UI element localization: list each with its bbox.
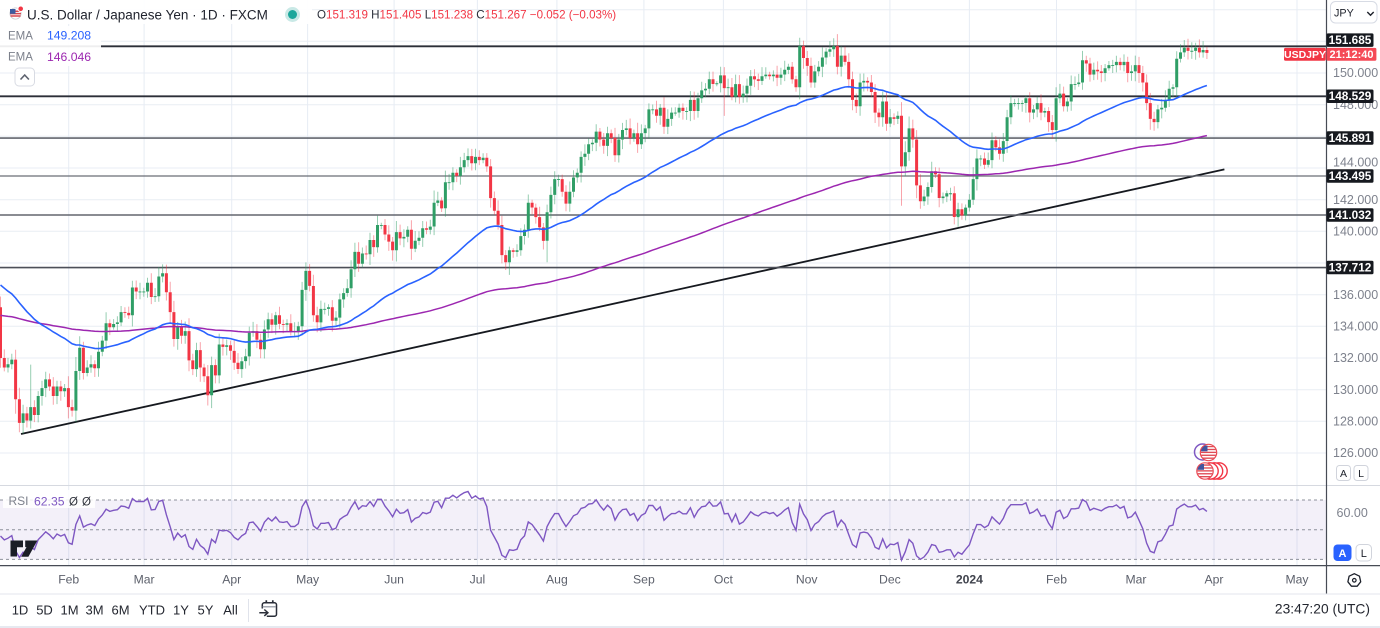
svg-text:149.208: 149.208 — [47, 29, 91, 43]
svg-text:RSI: RSI — [9, 494, 29, 508]
svg-text:JPY: JPY — [1334, 7, 1354, 19]
svg-text:60.00: 60.00 — [1337, 506, 1368, 520]
svg-text:A: A — [1340, 468, 1347, 480]
svg-text:Ø: Ø — [82, 496, 91, 508]
svg-text:U.S. Dollar / Japanese Yen · 1: U.S. Dollar / Japanese Yen · 1D · FXCM — [27, 7, 268, 22]
svg-text:144.000: 144.000 — [1333, 156, 1378, 170]
svg-text:EMA: EMA — [8, 30, 33, 42]
svg-text:132.000: 132.000 — [1333, 351, 1378, 365]
svg-text:Dec: Dec — [879, 573, 901, 587]
svg-text:Ø: Ø — [69, 496, 78, 508]
svg-text:136.000: 136.000 — [1333, 288, 1378, 302]
svg-text:EMA: EMA — [8, 52, 33, 64]
svg-text:126.000: 126.000 — [1333, 446, 1378, 460]
svg-text:5D: 5D — [36, 603, 53, 618]
svg-text:O151.319 H151.405 L151.238 C15: O151.319 H151.405 L151.238 C151.267 −0.0… — [317, 8, 616, 21]
svg-text:A: A — [1339, 548, 1347, 560]
svg-text:YTD: YTD — [139, 603, 165, 618]
svg-text:62.35: 62.35 — [34, 494, 65, 508]
svg-text:3M: 3M — [85, 603, 103, 618]
svg-text:128.000: 128.000 — [1333, 415, 1378, 429]
svg-text:Jul: Jul — [470, 573, 486, 587]
svg-text:1M: 1M — [60, 603, 78, 618]
svg-text:23:47:20 (UTC): 23:47:20 (UTC) — [1275, 602, 1370, 617]
svg-text:140.000: 140.000 — [1333, 225, 1378, 239]
svg-text:L: L — [1361, 548, 1367, 560]
svg-text:5Y: 5Y — [198, 603, 214, 618]
svg-text:145.891: 145.891 — [1329, 131, 1372, 145]
svg-text:Sep: Sep — [633, 573, 655, 587]
svg-text:Oct: Oct — [714, 573, 734, 587]
svg-text:Feb: Feb — [58, 573, 79, 587]
svg-text:Apr: Apr — [1205, 573, 1224, 587]
svg-text:146.046: 146.046 — [47, 50, 91, 64]
svg-text:1D: 1D — [12, 603, 29, 618]
svg-text:Jun: Jun — [384, 573, 404, 587]
svg-text:130.000: 130.000 — [1333, 383, 1378, 397]
svg-text:2024: 2024 — [956, 573, 983, 587]
svg-text:151.685: 151.685 — [1329, 33, 1372, 47]
svg-text:All: All — [223, 603, 238, 618]
svg-text:134.000: 134.000 — [1333, 320, 1378, 334]
svg-text:141.032: 141.032 — [1329, 208, 1372, 222]
svg-text:Feb: Feb — [1046, 573, 1067, 587]
svg-text:Nov: Nov — [796, 573, 819, 587]
svg-text:142.000: 142.000 — [1333, 193, 1378, 207]
svg-text:148.529: 148.529 — [1329, 89, 1372, 103]
svg-text:1Y: 1Y — [173, 603, 189, 618]
svg-text:21:12:40: 21:12:40 — [1329, 49, 1373, 61]
svg-text:Mar: Mar — [1126, 573, 1147, 587]
svg-text:6M: 6M — [111, 603, 129, 618]
svg-text:May: May — [1285, 573, 1309, 587]
svg-text:Mar: Mar — [134, 573, 155, 587]
svg-text:150.000: 150.000 — [1333, 66, 1378, 80]
svg-text:L: L — [1358, 468, 1364, 480]
svg-text:137.712: 137.712 — [1329, 261, 1372, 275]
svg-text:Apr: Apr — [222, 573, 241, 587]
svg-text:USDJPY: USDJPY — [1284, 49, 1326, 61]
svg-text:143.495: 143.495 — [1329, 169, 1372, 183]
svg-text:Aug: Aug — [546, 573, 568, 587]
svg-text:May: May — [296, 573, 320, 587]
